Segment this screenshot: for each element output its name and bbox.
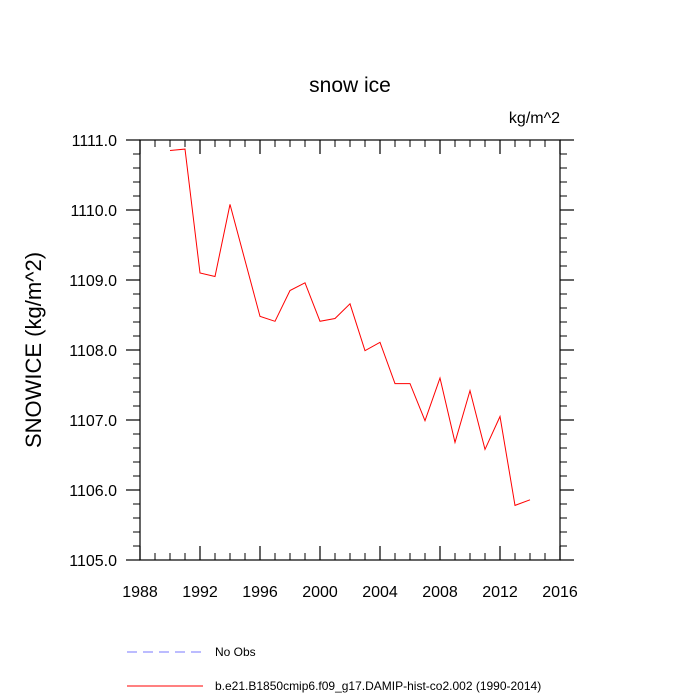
y-tick-label: 1107.0: [69, 413, 117, 430]
y-tick-label: 1108.0: [69, 343, 117, 360]
y-tick-label: 1109.0: [69, 273, 117, 290]
chart-title: snow ice: [309, 74, 391, 97]
legend: No Obs b.e21.B1850cmip6.f09_g17.DAMIP-his…: [127, 645, 541, 693]
axis-ticks: [126, 139, 574, 561]
data-series: [169, 148, 531, 507]
x-tick-label: 2012: [482, 584, 518, 601]
x-tick-label: 2000: [302, 584, 338, 601]
legend-label: b.e21.B1850cmip6.f09_g17.DAMIP-hist-co2.…: [215, 679, 541, 693]
legend-label: No Obs: [215, 645, 256, 659]
y-tick-label: 1110.0: [70, 203, 117, 220]
x-tick-label: 2004: [362, 584, 398, 601]
x-tick-label: 1988: [122, 584, 158, 601]
y-tick-label: 1105.0: [69, 553, 117, 570]
plot-frame: [139, 139, 561, 561]
x-tick-label: 1992: [182, 584, 218, 601]
y-tick-label: 1111.0: [72, 133, 117, 150]
series-line: [169, 148, 531, 507]
x-tick-label: 1996: [242, 584, 278, 601]
y-axis-label: SNOWICE (kg/m^2): [21, 252, 46, 448]
tick-labels: 1988 1992 1996 2000 2004 2008 2012 2016 1105.0 11…: [69, 133, 578, 601]
x-tick-label: 2008: [422, 584, 458, 601]
y-tick-label: 1106.0: [69, 483, 117, 500]
units-label: kg/m^2: [509, 110, 560, 127]
x-tick-label: 2016: [542, 584, 578, 601]
